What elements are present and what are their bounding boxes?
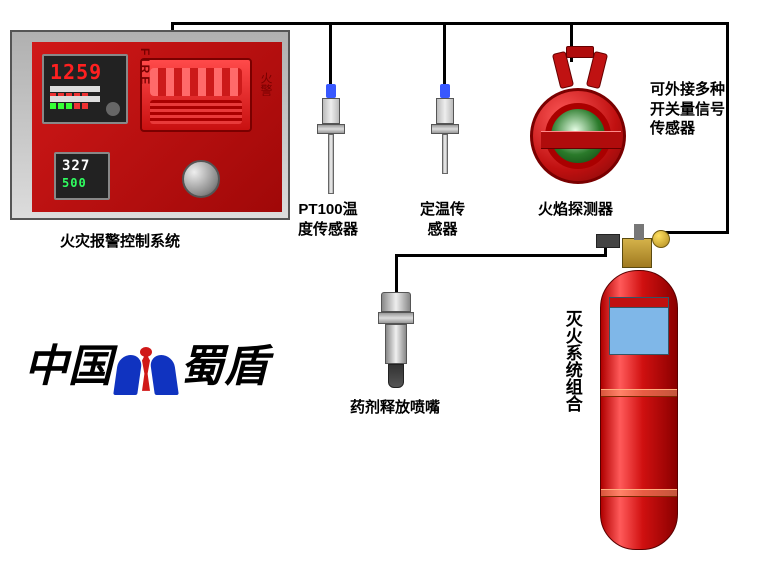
cylinder-clamp [601, 389, 677, 397]
nozzle-label: 药剂释放喷嘴 [350, 398, 440, 418]
panel-label: 火灾报警控制系统 [60, 232, 180, 252]
extinguisher-cylinder [600, 270, 678, 550]
meter-indicator-row [50, 86, 100, 92]
alarm-siren [140, 58, 252, 132]
wire-nozzle-drop [395, 254, 398, 294]
fixed-temp-sensor [430, 98, 460, 174]
extra-sensor-l1: 可外接多种 [650, 81, 725, 98]
panel-main-readout: 1259 [50, 60, 102, 84]
siren-lens [150, 68, 242, 96]
pt100-label-l2: 度传感器 [298, 221, 358, 238]
pt100-label: PT100温 度传感器 [298, 200, 358, 239]
cylinder-label-band [609, 297, 669, 355]
connector-dot [326, 84, 336, 98]
panel-pushbutton[interactable] [182, 160, 220, 198]
pt100-label-l1: PT100温 [298, 201, 357, 218]
fixed-temp-label: 定温传 感器 [420, 200, 465, 239]
cylinder-valve [614, 228, 664, 272]
wire-right-vert [726, 22, 729, 234]
fixed-temp-label-l1: 定温传 [420, 201, 465, 218]
fixed-temp-label-l2: 感器 [428, 221, 458, 238]
panel-small-readout-top: 327 [62, 158, 90, 174]
pt100-sensor [316, 98, 346, 194]
flame-detector-label: 火焰探测器 [538, 200, 613, 220]
extra-sensor-label: 可外接多种 开关量信号 传感器 [650, 80, 725, 139]
meter-knob [106, 102, 120, 116]
brand-right: 蜀盾 [180, 342, 268, 391]
siren-grille [150, 100, 242, 124]
wire-valve-to-nozzle-h [395, 254, 607, 257]
cylinder-clamp [601, 489, 677, 497]
brand-text: 中国 蜀盾 [24, 330, 268, 395]
fire-label-en: FIRE [138, 48, 152, 87]
panel-small-readout-bottom: 500 [62, 176, 87, 190]
meter-indicator-row [50, 96, 100, 102]
flame-detector [530, 88, 626, 184]
extra-sensor-l3: 传感器 [650, 120, 695, 137]
flame-detector-bracket [556, 52, 604, 92]
agent-release-nozzle [378, 292, 414, 388]
extra-sensor-l2: 开关量信号 [650, 101, 725, 118]
cylinder-body [600, 270, 678, 550]
wire-right-to-valve [660, 231, 729, 234]
wire-bus-top [171, 22, 729, 25]
panel-body: 1259 FIRE 火警 327 500 [32, 42, 282, 212]
panel-small-meter: 327 500 [54, 152, 110, 200]
panel-main-meter: 1259 [42, 54, 128, 124]
brand-left: 中国 [24, 342, 112, 391]
fire-label-cn: 火警 [258, 72, 275, 96]
cylinder-label: 灭火系统组合 [560, 310, 584, 412]
brand-logo-icon [116, 347, 176, 395]
connector-dot [440, 84, 450, 98]
fire-alarm-control-panel: 1259 FIRE 火警 327 500 [10, 30, 290, 220]
